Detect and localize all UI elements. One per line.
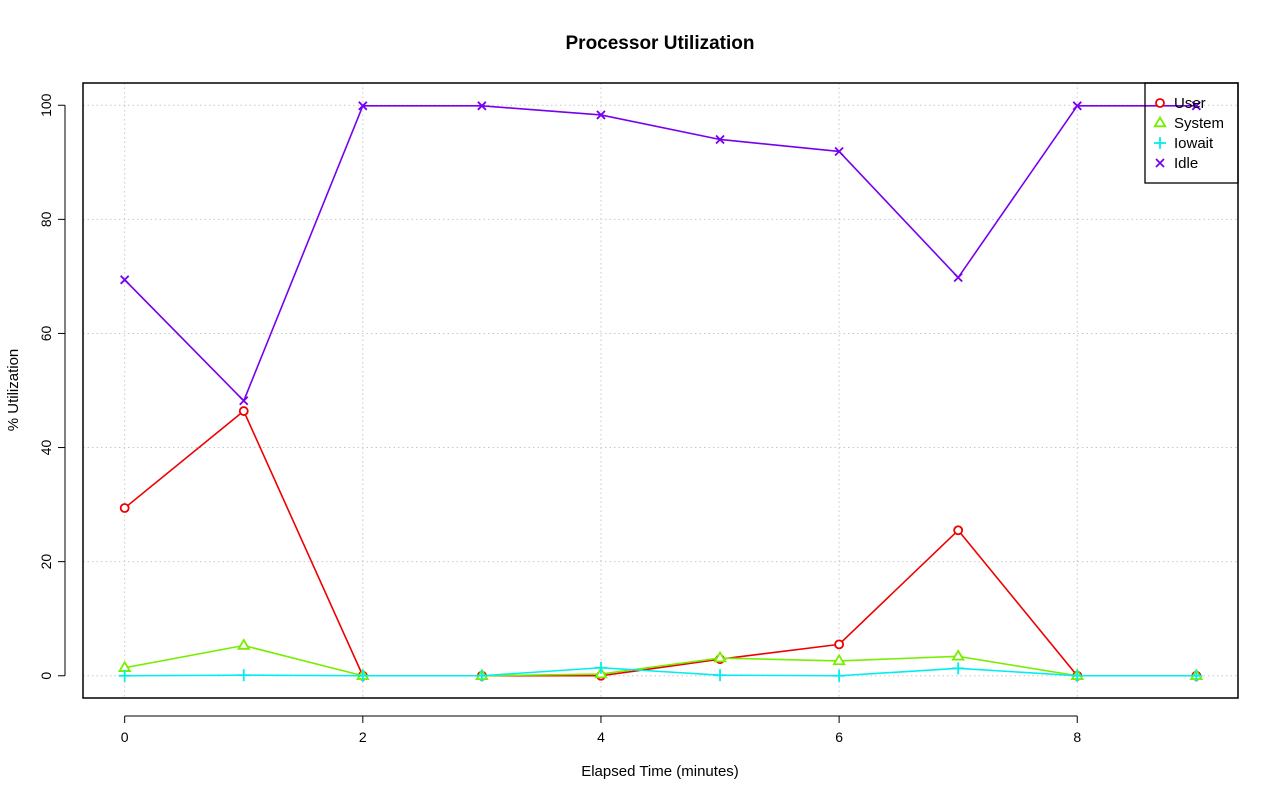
legend-label-idle: Idle xyxy=(1174,155,1198,172)
series-iowait xyxy=(118,661,1203,682)
data-point-iowait xyxy=(833,669,846,682)
y-tick-label: 40 xyxy=(38,440,54,456)
data-point-idle xyxy=(834,146,844,157)
data-point-user xyxy=(834,639,845,650)
legend-marker-iowait xyxy=(1154,137,1166,149)
data-point-system xyxy=(713,650,727,663)
x-tick-label: 2 xyxy=(359,729,367,745)
legend-box xyxy=(1144,82,1239,184)
data-point-idle xyxy=(358,101,368,111)
x-tick-label: 6 xyxy=(835,729,843,745)
data-point-idle xyxy=(953,272,963,283)
legend-item-user: User xyxy=(1155,95,1206,112)
legend-marker-user xyxy=(1155,98,1165,108)
series-line-idle xyxy=(124,105,1197,402)
data-point-system xyxy=(117,660,132,672)
data-point-idle xyxy=(1191,101,1201,111)
data-point-iowait xyxy=(1190,669,1203,682)
series-line-iowait xyxy=(124,666,1197,677)
legend-marker-idle xyxy=(1155,158,1165,168)
data-point-idle xyxy=(1072,101,1082,111)
legend: User System Iowait Idle xyxy=(1144,82,1239,184)
y-tick-label: 20 xyxy=(38,554,54,570)
series-lines xyxy=(117,101,1204,682)
data-point-iowait xyxy=(356,669,369,682)
data-point-system xyxy=(236,638,251,650)
series-line-user xyxy=(124,410,1197,677)
data-point-user xyxy=(238,406,249,416)
x-tick-label: 4 xyxy=(597,729,605,745)
y-axis-label: % Utilization xyxy=(5,349,22,432)
legend-marker-system xyxy=(1153,115,1167,128)
series-line-system xyxy=(124,644,1197,677)
y-tick-label: 80 xyxy=(38,211,54,227)
gridlines xyxy=(83,83,1238,698)
data-point-iowait xyxy=(594,661,607,674)
legend-item-system: System xyxy=(1153,115,1224,132)
legend-label-iowait: Iowait xyxy=(1174,135,1214,152)
data-point-idle xyxy=(596,110,606,120)
series-idle xyxy=(120,101,1201,406)
data-point-iowait xyxy=(714,669,727,682)
data-point-system xyxy=(832,653,846,666)
y-tick-label: 100 xyxy=(38,93,54,117)
y-tick-label: 60 xyxy=(38,325,54,341)
data-point-iowait xyxy=(475,669,488,682)
data-point-idle xyxy=(239,396,249,406)
chart-title: Processor Utilization xyxy=(566,33,755,54)
data-point-idle xyxy=(715,134,725,145)
data-point-user xyxy=(953,525,964,536)
legend-item-iowait: Iowait xyxy=(1154,135,1214,152)
data-point-user xyxy=(119,503,130,513)
x-tick-label: 8 xyxy=(1073,729,1081,745)
legend-label-system: System xyxy=(1174,115,1224,132)
data-point-idle xyxy=(120,275,130,285)
x-tick-label: 0 xyxy=(121,729,129,745)
x-axis-label: Elapsed Time (minutes) xyxy=(581,763,739,780)
legend-label-user: User xyxy=(1174,95,1206,112)
data-point-iowait xyxy=(118,669,131,682)
plot-frame xyxy=(82,82,1239,699)
data-point-system xyxy=(951,649,965,661)
data-point-iowait xyxy=(237,669,250,682)
data-point-iowait xyxy=(952,662,965,675)
data-point-iowait xyxy=(1071,669,1084,682)
data-point-idle xyxy=(477,101,487,111)
legend-item-idle: Idle xyxy=(1155,155,1198,172)
y-tick-label: 0 xyxy=(38,672,54,680)
